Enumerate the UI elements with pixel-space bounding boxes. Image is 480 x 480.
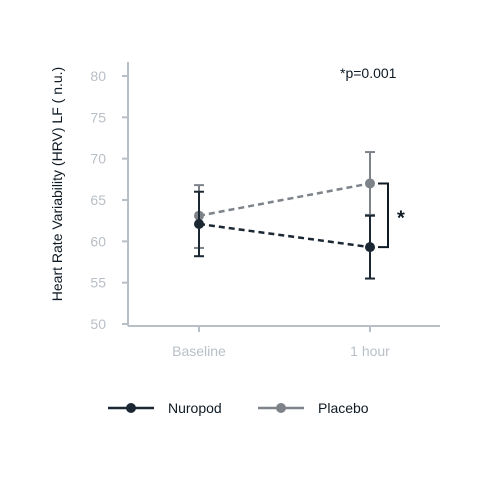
- legend-marker: [276, 403, 286, 413]
- significance-star: *: [397, 207, 405, 229]
- bracket-line: [378, 182, 389, 249]
- y-tick-label: 70: [90, 151, 106, 167]
- y-tick-label: 50: [90, 316, 106, 332]
- y-tick-label: 60: [90, 233, 106, 249]
- x-tick-label: 1 hour: [350, 343, 390, 359]
- data-point: [365, 178, 375, 189]
- data-point: [365, 242, 375, 253]
- legend-item-nuropod: Nuropod: [108, 400, 222, 416]
- legend-marker: [126, 403, 136, 413]
- legend-label: Nuropod: [168, 400, 222, 416]
- series-placebo: [194, 151, 375, 249]
- y-tick-label: 75: [90, 109, 106, 125]
- legend-item-placebo: Placebo: [258, 400, 369, 416]
- series-nuropod: [194, 190, 375, 280]
- y-axis-label: Heart Rate Variability (HRV) LF ( n.u.): [49, 67, 65, 301]
- y-tick-label: 80: [90, 68, 106, 84]
- series-line: [198, 182, 371, 217]
- y-axis-ticks: 50 55 60 65 70 75 80: [90, 68, 128, 332]
- legend-label: Placebo: [318, 400, 369, 416]
- p-value-annotation: *p=0.001: [340, 65, 397, 81]
- significance-bracket: *: [378, 182, 405, 249]
- x-tick-label: Baseline: [172, 343, 226, 359]
- x-axis-ticks: Baseline 1 hour: [172, 326, 390, 359]
- y-tick-label: 55: [90, 275, 106, 291]
- y-tick-label: 65: [90, 192, 106, 208]
- legend: Nuropod Placebo: [108, 400, 369, 416]
- data-point: [194, 218, 204, 229]
- plot-area: 50 55 60 65 70 75 80 Baseline 1 hour *: [90, 62, 440, 359]
- series-line: [198, 222, 371, 249]
- series-layer: [194, 151, 375, 280]
